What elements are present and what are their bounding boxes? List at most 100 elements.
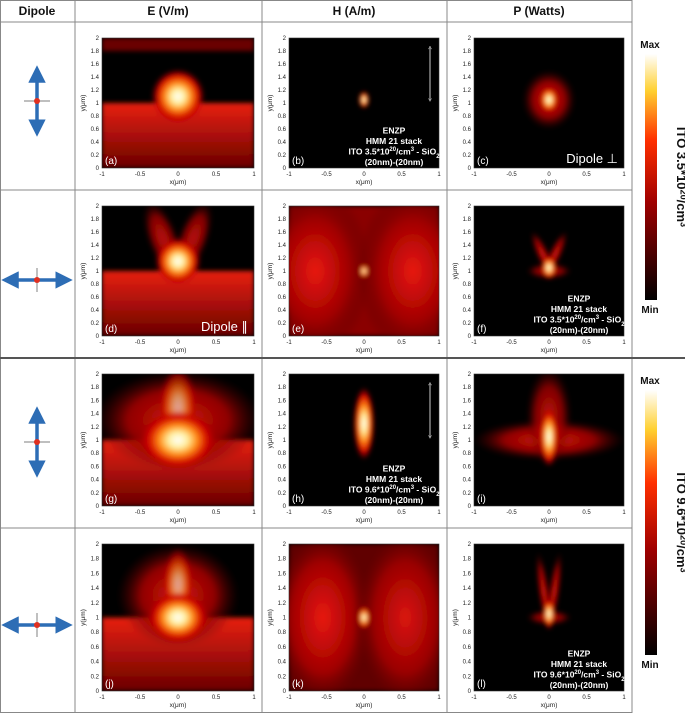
panel-annotation: (20nm)-(20nm) (550, 325, 609, 335)
x-tick-label: 0.5 (397, 695, 406, 701)
y-tick-label: 0.6 (91, 295, 100, 301)
colorbar-gradient (645, 54, 657, 300)
y-tick-label: 1.8 (91, 49, 100, 55)
y-axis-label: y(μm) (452, 432, 459, 449)
x-axis-label: x(μm) (170, 179, 187, 186)
y-tick-label: 1.8 (91, 385, 100, 391)
x-axis-label: x(μm) (356, 179, 373, 186)
y-axis-label: y(μm) (452, 609, 459, 626)
x-tick-label: -1 (286, 172, 292, 178)
heatmap (474, 367, 624, 506)
y-tick-label: 1.2 (463, 425, 472, 431)
y-tick-label: 1.4 (463, 412, 472, 418)
x-tick-label: -0.5 (135, 340, 146, 346)
x-tick-label: 0.5 (212, 510, 221, 516)
y-axis-label: y(μm) (80, 609, 87, 626)
x-tick-label: 0.5 (397, 172, 406, 178)
panel-annotation: ENZP (383, 126, 406, 136)
y-tick-label: 0.4 (463, 140, 472, 146)
y-tick-label: 1.2 (463, 601, 472, 607)
y-tick-label: 0.2 (91, 321, 100, 327)
field-region (102, 38, 254, 51)
text-run: /cm (674, 200, 685, 222)
y-tick-label: 0.2 (463, 153, 472, 159)
y-tick-label: 1.8 (463, 385, 472, 391)
text-run: ITO 9.6*10 (348, 485, 389, 495)
x-axis-label: x(μm) (541, 517, 558, 524)
text-run: /cm (396, 147, 411, 157)
panel-annotation: HMM 21 stack (551, 659, 607, 669)
text-run: /cm (581, 315, 596, 325)
x-tick-label: 0.5 (582, 695, 591, 701)
y-tick-label: 0.2 (463, 321, 472, 327)
y-tick-label: 0.8 (278, 451, 287, 457)
text-run: /cm (396, 485, 411, 495)
colorbar-title: ITO 3.5*1020/cm3 (674, 127, 685, 227)
y-tick-label: 1.6 (278, 571, 287, 577)
y-tick-label: 0.8 (91, 114, 100, 120)
panel-label: (b) (292, 156, 304, 167)
field-hotspot (540, 407, 558, 466)
x-tick-label: -1 (286, 510, 292, 516)
y-tick-label: 0.6 (278, 645, 287, 651)
text-run: 3 (679, 222, 685, 227)
x-tick-label: -0.5 (321, 172, 332, 178)
colorbar-min: Min (641, 660, 658, 671)
x-tick-label: 0.5 (212, 340, 221, 346)
header-cell: H (A/m) (333, 4, 376, 18)
x-axis-label: x(μm) (356, 347, 373, 354)
y-tick-label: 1.4 (91, 243, 100, 249)
x-tick-label: -0.5 (506, 695, 517, 701)
y-tick-label: 1.8 (278, 557, 287, 563)
y-axis-label: y(μm) (267, 95, 274, 112)
field-hotspot (151, 69, 204, 124)
x-tick-label: -1 (286, 695, 292, 701)
panel-label: (d) (105, 324, 117, 335)
text-run: ENZP (383, 126, 406, 136)
heatmap (102, 38, 254, 168)
y-tick-label: 1.2 (91, 256, 100, 262)
y-axis-label: y(μm) (267, 263, 274, 280)
y-tick-label: 0.6 (91, 645, 100, 651)
x-axis-label: x(μm) (541, 702, 558, 709)
field-hotspot (542, 256, 557, 279)
y-tick-label: 1.4 (91, 412, 100, 418)
y-tick-label: 1.6 (278, 62, 287, 68)
text-run: ITO 9.6*10 (674, 472, 685, 535)
x-axis-label: x(μm) (356, 702, 373, 709)
y-tick-label: 0.6 (278, 295, 287, 301)
y-tick-label: 0.6 (463, 645, 472, 651)
field-hotspot (155, 238, 201, 285)
y-tick-label: 1.2 (278, 425, 287, 431)
x-tick-label: -0.5 (135, 510, 146, 516)
heatmap-field (523, 71, 576, 130)
y-tick-label: 0.6 (278, 127, 287, 133)
panel-annotation: HMM 21 stack (366, 474, 422, 484)
y-tick-label: 1.6 (463, 398, 472, 404)
y-tick-label: 1.8 (91, 217, 100, 223)
x-tick-label: -0.5 (135, 695, 146, 701)
y-tick-label: 1.8 (278, 385, 287, 391)
heatmap-field (259, 187, 469, 356)
panel-note: Dipole ⊥ (566, 151, 618, 166)
y-tick-label: 1.6 (463, 571, 472, 577)
y-tick-label: 0.6 (463, 464, 472, 470)
panel-annotation: (20nm)-(20nm) (365, 495, 424, 505)
y-tick-label: 0.2 (91, 153, 100, 159)
x-tick-label: 0.5 (397, 340, 406, 346)
y-tick-label: 1.2 (91, 601, 100, 607)
header-cell: E (V/m) (147, 4, 188, 18)
field-hotspot (543, 599, 555, 628)
heatmap (259, 187, 469, 356)
y-tick-label: 1.8 (278, 49, 287, 55)
y-tick-label: 0.2 (278, 153, 287, 159)
y-tick-label: 1.4 (463, 243, 472, 249)
x-tick-label: -1 (471, 340, 477, 346)
